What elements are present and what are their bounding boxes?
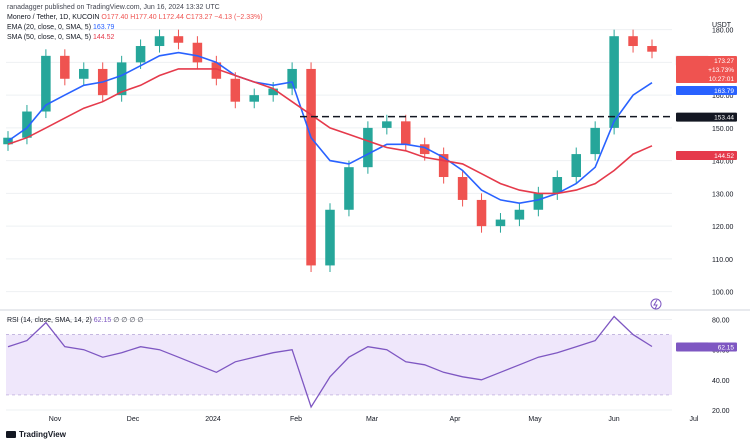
candle-body: [116, 62, 127, 96]
lightning-icon-bolt: [653, 299, 658, 310]
price-tick-label: 130.00: [712, 191, 734, 198]
last-price-badge-text: +13.73%: [708, 67, 734, 74]
candle-body: [230, 78, 241, 102]
candle-body: [401, 121, 411, 145]
candle-body: [552, 177, 563, 194]
level-badge-text: 153.44: [714, 115, 734, 122]
rsi-legend-label: RSI (14, close, SMA, 14, 2): [7, 317, 92, 324]
price-badges: XMRUSDT173.27+13.73%10:27:01EMA163.79153…: [675, 55, 737, 352]
candle-body: [590, 127, 600, 155]
ema-value-badge-bg: [676, 86, 737, 95]
time-tick-label: Nov: [49, 416, 62, 423]
ema-value-badge-text: 163.79: [714, 88, 734, 95]
time-tick-label: Jun: [608, 416, 619, 423]
rsi-value-badge-bg: [676, 342, 737, 352]
candle-body: [268, 88, 278, 96]
rsi-legend-value: 62.15: [93, 317, 112, 324]
rsi-band-fill: [6, 334, 672, 395]
ema-line: [7, 51, 653, 205]
candle-body: [41, 55, 51, 112]
last-price-badge-bg: [676, 56, 737, 83]
ema-legend-value: 163.79: [92, 24, 115, 31]
candle-body: [476, 199, 487, 227]
candle-body: [344, 167, 354, 210]
sma-value-badge-text: 144.52: [714, 153, 734, 160]
last-price-badge-text: 10:27:01: [709, 76, 735, 83]
candles[interactable]: [3, 29, 657, 272]
time-tick-label: Feb: [290, 416, 302, 423]
sma-legend[interactable]: SMA (50, close, 0, SMA, 5) 144.52: [7, 33, 114, 42]
candle-body: [306, 68, 316, 266]
candle-body: [325, 209, 335, 266]
rsi-tick-label: 80.00: [712, 318, 730, 325]
level-badge-bg: [676, 112, 737, 122]
candle-body: [533, 193, 544, 210]
sma-legend-label: SMA (50, close, 0, SMA, 5): [7, 34, 92, 41]
candle-body: [249, 95, 259, 102]
sma-value-badge-bg: [676, 151, 737, 160]
rsi-band: [6, 334, 672, 396]
lightning-icon: [650, 298, 662, 310]
candle-body: [287, 68, 297, 89]
rsi-line: [7, 315, 653, 409]
time-axis[interactable]: Nov Dec 2024 Feb Mar Apr May Jun Jul: [49, 416, 699, 423]
candle-body: [419, 144, 430, 155]
candle-body: [571, 154, 581, 178]
candle-body: [628, 36, 638, 47]
rsi-legend[interactable]: RSI (14, close, SMA, 14, 2) 62.15 ∅ ∅ ∅ …: [7, 316, 143, 325]
symbol-title: Monero / Tether, 1D, KUCOIN: [7, 14, 100, 21]
candle-body: [609, 36, 619, 128]
price-tick-label: 160.00: [712, 93, 734, 100]
price-tick-label: 180.00: [712, 28, 734, 35]
rsi-value-badge-text: 62.15: [718, 344, 735, 351]
price-axis-unit: USDT: [712, 22, 732, 29]
candle-body: [22, 111, 32, 138]
moving-averages: [7, 51, 653, 205]
candle-body: [363, 127, 373, 168]
tradingview-logo-icon: [6, 431, 16, 438]
price-tick-label: 110.00: [712, 257, 733, 264]
sma-line: [7, 68, 653, 195]
time-tick-label: Dec: [127, 416, 140, 423]
time-tick-label: Jul: [690, 416, 699, 423]
price-tick-label: 140.00: [712, 159, 734, 166]
candle-body: [382, 121, 392, 128]
candle-body: [60, 55, 70, 79]
ema-legend-label: EMA (20, close, 0, SMA, 5): [7, 24, 92, 31]
rsi-pane[interactable]: [7, 315, 653, 409]
candle-body: [192, 42, 203, 63]
candle-body: [173, 36, 184, 43]
candle-body: [647, 46, 657, 52]
time-tick-label: May: [528, 416, 542, 423]
candle-body: [457, 177, 468, 200]
candle-body: [495, 219, 506, 227]
time-tick-label: Mar: [366, 416, 379, 423]
candle-body: [154, 36, 165, 47]
time-tick-label: 2024: [205, 416, 221, 423]
candle-body: [514, 209, 525, 220]
candle-body: [211, 62, 222, 79]
rsi-legend-extra: ∅ ∅ ∅ ∅: [113, 317, 144, 324]
rsi-tick-label: 40.00: [712, 378, 730, 385]
sma-legend-value: 144.52: [92, 34, 115, 41]
ohlc-readout: O177.40 H177.40 L172.44 C173.27 −4.13 (−…: [101, 14, 263, 21]
time-tick-label: Apr: [450, 416, 462, 423]
symbol-line: Monero / Tether, 1D, KUCOIN O177.40 H177…: [7, 13, 263, 22]
price-tick-label: 150.00: [712, 126, 734, 133]
candle-body: [79, 68, 89, 79]
published-line: ranadagger published on TradingView.com,…: [7, 4, 220, 11]
candle-body: [135, 46, 146, 63]
candle-body: [438, 154, 449, 178]
price-tick-label: 120.00: [712, 224, 734, 231]
rsi-tick-label: 20.00: [712, 408, 730, 415]
price-tick-label: 100.00: [712, 290, 734, 297]
ema-legend[interactable]: EMA (20, close, 0, SMA, 5) 163.79: [7, 23, 114, 32]
misc-icons: [650, 298, 662, 310]
last-price-badge-text: 173.27: [714, 58, 734, 65]
tradingview-logo[interactable]: TradingView: [6, 430, 66, 439]
